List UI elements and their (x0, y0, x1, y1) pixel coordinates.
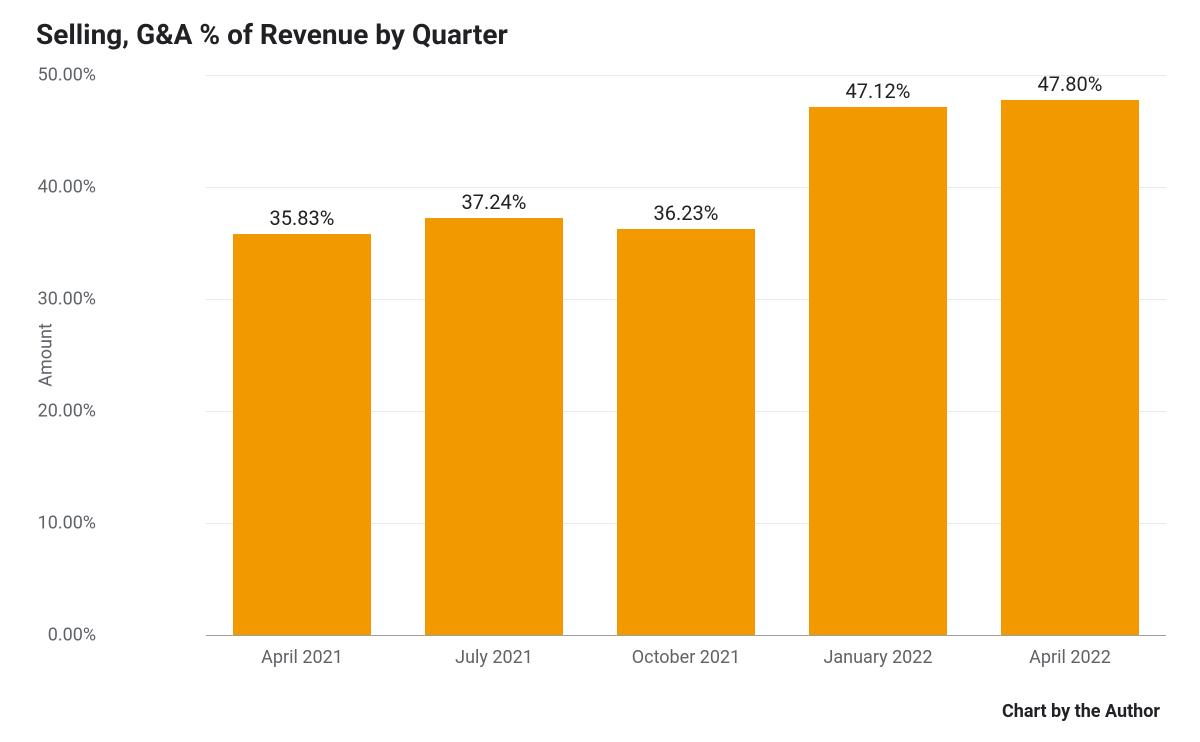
y-tick: 20.00% (38, 401, 96, 422)
y-tick-labels: 50.00% 40.00% 30.00% 20.00% 10.00% 0.00% (106, 75, 206, 635)
bar-value-label: 47.12% (809, 79, 947, 103)
bar-slot: 35.83% (206, 75, 398, 635)
bar: 36.23% (617, 229, 755, 635)
chart-title: Selling, G&A % of Revenue by Quarter (36, 18, 1166, 51)
bar-slot: 47.80% (974, 75, 1166, 635)
bar: 37.24% (425, 218, 563, 635)
bar: 47.80% (1001, 100, 1139, 635)
x-tick: April 2021 (206, 635, 398, 668)
x-tick: October 2021 (590, 635, 782, 668)
chart-caption: Chart by the Author (1002, 701, 1160, 722)
bar: 47.12% (809, 107, 947, 635)
bar: 35.83% (233, 234, 371, 635)
bar-value-label: 47.80% (1001, 72, 1139, 96)
bar-value-label: 36.23% (617, 201, 755, 225)
bar-chart: Selling, G&A % of Revenue by Quarter Amo… (36, 18, 1166, 635)
y-axis-label: Amount (36, 323, 57, 387)
bars-container: 35.83% 37.24% 36.23% 47.12% 47.8 (206, 75, 1166, 635)
bar-slot: 36.23% (590, 75, 782, 635)
y-tick: 30.00% (38, 289, 96, 310)
bar-value-label: 37.24% (425, 190, 563, 214)
x-tick: April 2022 (974, 635, 1166, 668)
y-tick: 0.00% (48, 625, 96, 646)
x-tick-labels: April 2021 July 2021 October 2021 Januar… (206, 635, 1166, 668)
y-tick: 40.00% (38, 177, 96, 198)
y-tick: 10.00% (38, 513, 96, 534)
x-tick: January 2022 (782, 635, 974, 668)
bar-value-label: 35.83% (233, 206, 371, 230)
plot-area: Amount 50.00% 40.00% 30.00% 20.00% 10.00… (106, 75, 1166, 635)
bar-slot: 37.24% (398, 75, 590, 635)
y-tick: 50.00% (38, 65, 96, 86)
x-tick: July 2021 (398, 635, 590, 668)
bar-slot: 47.12% (782, 75, 974, 635)
